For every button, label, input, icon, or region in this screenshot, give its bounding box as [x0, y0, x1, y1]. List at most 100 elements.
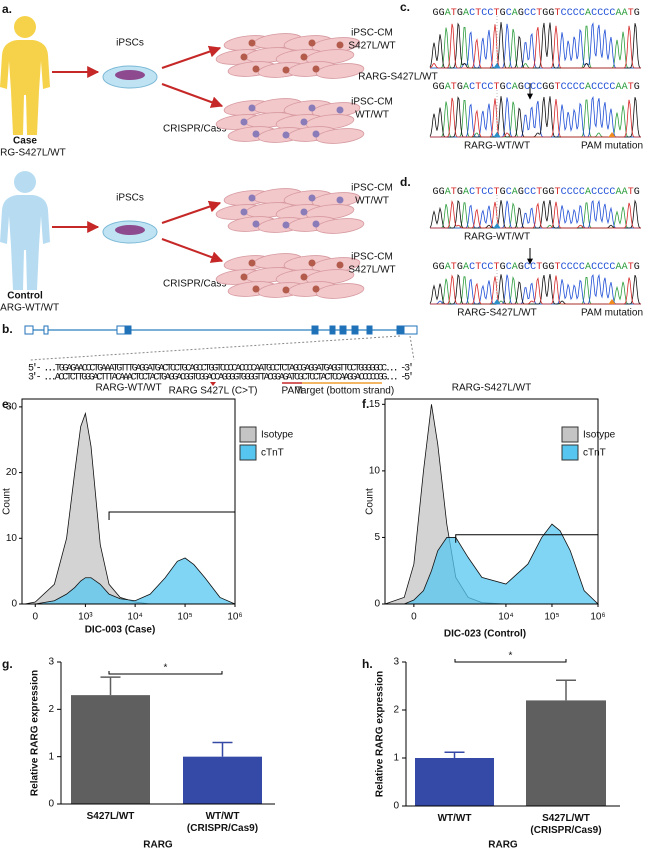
base: T	[475, 8, 481, 19]
arrow	[161, 45, 222, 69]
variant-marker	[493, 299, 501, 304]
base: C	[506, 8, 512, 19]
variant-label: RARG-S427L/WT	[358, 72, 437, 83]
base: C	[561, 262, 567, 273]
group-genotype: RARG-S427L/WT	[0, 148, 66, 159]
base: T	[555, 187, 561, 198]
base: G	[634, 262, 640, 273]
base: A	[585, 8, 591, 19]
legend-swatch	[239, 426, 257, 443]
nucleus	[240, 118, 248, 126]
base: T	[451, 187, 457, 198]
base: T	[628, 187, 634, 198]
base: C	[469, 262, 475, 273]
base: C	[579, 262, 585, 273]
base: T	[536, 8, 542, 19]
y-tick-label: 5	[374, 532, 380, 543]
base: G	[433, 262, 439, 273]
nucleus	[308, 194, 316, 202]
base: A	[585, 82, 591, 93]
chart-title: RARG-S427L/WT	[452, 383, 531, 394]
x-tick-label: 0	[32, 612, 38, 623]
base: C	[573, 8, 579, 19]
base: C	[609, 262, 615, 273]
base: C	[567, 262, 573, 273]
panel-letter: c.	[400, 0, 410, 14]
base: G	[548, 262, 554, 273]
base: T	[475, 82, 481, 93]
y-axis-label: Relative RARG expression	[30, 670, 41, 796]
histogram	[385, 523, 599, 605]
base: A	[616, 82, 622, 93]
panel-letter: a.	[2, 2, 12, 16]
panel-letter: e.	[2, 397, 12, 411]
trace	[430, 274, 641, 305]
base: C	[591, 82, 597, 93]
x-tick-label: WT/WT	[438, 813, 472, 824]
base: A	[463, 82, 469, 93]
base: A	[622, 82, 628, 93]
top-strand: 5'- ...TGGAGAACCCTGAAATGTTTGAGGATGACTCCT…	[28, 363, 414, 375]
base: C	[481, 187, 487, 198]
trace	[430, 200, 641, 229]
base: A	[463, 8, 469, 19]
legend-swatch	[561, 426, 579, 443]
exon	[43, 325, 49, 335]
base: C	[597, 262, 603, 273]
base: C	[469, 187, 475, 198]
exon	[351, 325, 359, 335]
base: A	[622, 187, 628, 198]
gate	[108, 511, 236, 521]
base: C	[573, 82, 579, 93]
base: G	[439, 8, 445, 19]
y-tick-label: 2	[393, 705, 399, 716]
significance-bracket	[108, 671, 223, 675]
label-line: S427L/WT	[542, 813, 590, 824]
base: C	[579, 82, 585, 93]
base: A	[616, 187, 622, 198]
cell	[315, 63, 365, 79]
nucleus	[282, 221, 290, 229]
error-bar	[212, 741, 233, 757]
base: A	[616, 262, 622, 273]
x-tick-label: S427L/WT (CRISPR/Cas9)	[530, 813, 601, 836]
x-axis-label: RARG	[488, 840, 518, 851]
person-body	[0, 195, 50, 290]
base: C	[573, 187, 579, 198]
base: C	[481, 262, 487, 273]
chart-title: DIC-023 (Control)	[444, 629, 526, 640]
zoom-line	[409, 335, 415, 361]
cells-label: iPSCs	[116, 193, 144, 204]
base: C	[481, 82, 487, 93]
bar	[71, 695, 150, 804]
nucleus	[312, 65, 320, 73]
base: C	[487, 8, 493, 19]
nucleus	[300, 208, 308, 216]
base: G	[500, 82, 506, 93]
base: A	[512, 187, 518, 198]
trace	[430, 97, 641, 138]
exon	[329, 325, 336, 335]
base: A	[512, 82, 518, 93]
base: C	[609, 187, 615, 198]
exon	[403, 325, 418, 335]
base: C	[597, 82, 603, 93]
base: C	[487, 187, 493, 198]
nucleus	[252, 130, 260, 138]
x-tick-label: 10³	[78, 612, 93, 623]
line-genotype: S427L/WT	[348, 265, 395, 276]
significance-bracket	[454, 659, 567, 663]
base: T	[628, 262, 634, 273]
base: A	[622, 262, 628, 273]
bar	[415, 758, 494, 806]
base: C	[487, 82, 493, 93]
base: A	[445, 262, 451, 273]
base: C	[506, 262, 512, 273]
legend-swatch	[239, 444, 257, 461]
y-axis-label: Relative RARG expression	[375, 671, 386, 797]
exon	[396, 325, 405, 335]
chart-title: DIC-003 (Case)	[85, 625, 156, 636]
significance: *	[509, 651, 513, 662]
arrow	[161, 83, 224, 108]
